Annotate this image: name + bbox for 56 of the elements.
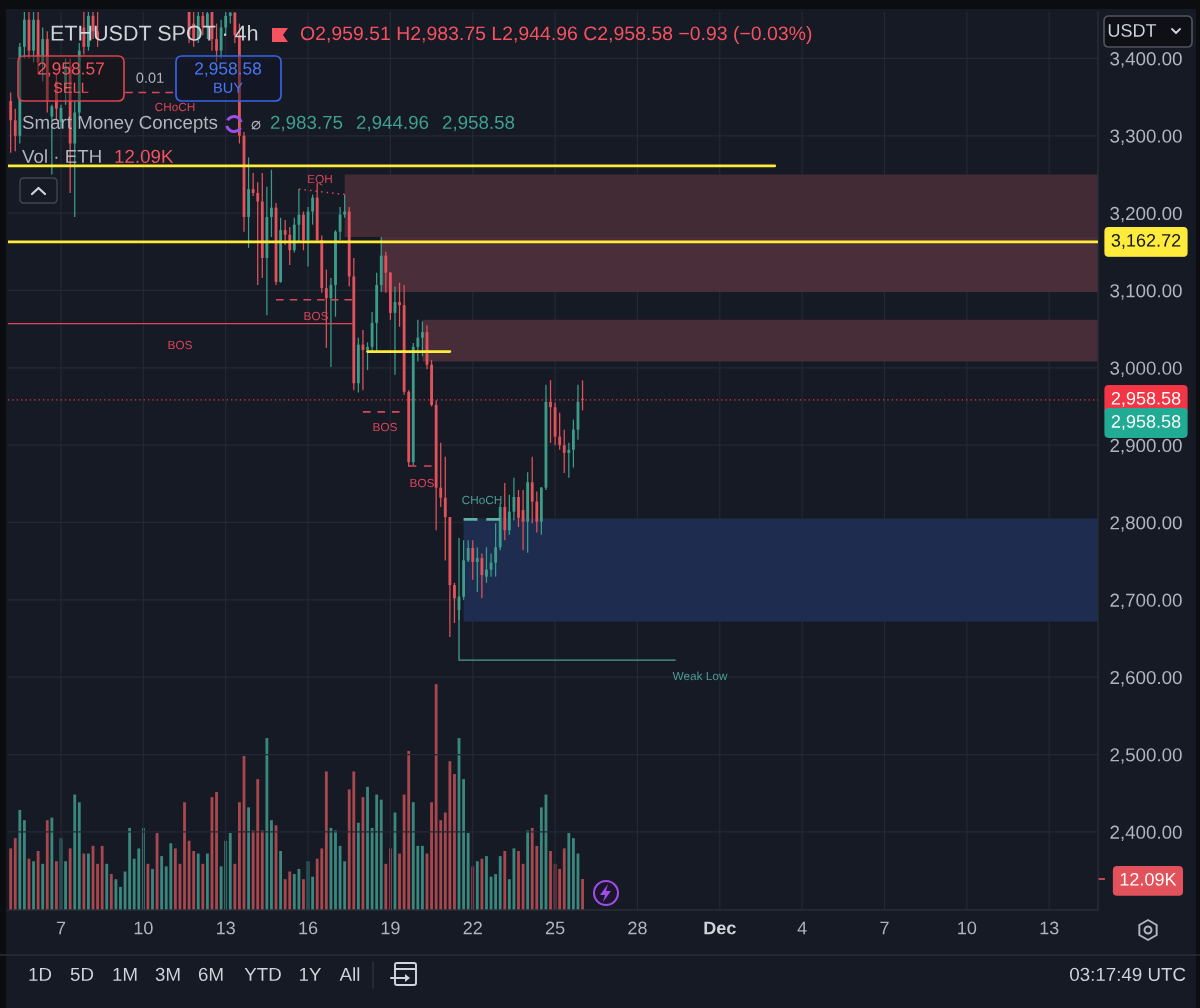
annotation: 2,983.75 [270, 115, 343, 132]
y-tick-label: 3,300.00 [1110, 129, 1182, 145]
text: USDT [1108, 24, 1157, 37]
text: 2,958.58 [1111, 415, 1181, 430]
x-tick-label: 10 [134, 921, 153, 935]
annotation: 2,958.57 [38, 62, 104, 77]
x-tick-label: 25 [545, 921, 565, 935]
y2-tick-label: 12.09K [1120, 872, 1177, 886]
y-tick-label: 2,400.00 [1110, 825, 1182, 842]
x-tick-label: 13 [1040, 921, 1059, 935]
annotation: CHoCH [155, 102, 195, 112]
annotation: BOS [168, 340, 192, 350]
x-tick-label: 28 [628, 921, 647, 935]
annotation: BOS [410, 478, 434, 488]
y-tick-label: 3,100.00 [1110, 284, 1182, 300]
annotation: Weak Low [672, 671, 728, 681]
x-tick-label: 7 [56, 921, 66, 935]
text: All [339, 967, 360, 981]
annotation: CHoCH [462, 495, 502, 505]
annotation: 2,958.58 [195, 62, 262, 77]
annotation: EQH [308, 174, 332, 186]
annotation: 2,944.96 [356, 115, 429, 132]
annotation: BOS [373, 422, 397, 432]
annotation: ⌀ [251, 120, 261, 130]
x-tick-label: 22 [463, 921, 482, 935]
y-tick-label: 2,800.00 [1110, 516, 1182, 532]
x-tick-label: 13 [217, 921, 235, 935]
annotation: 2,958.58 [442, 115, 515, 132]
x-tick-label: 7 [880, 921, 889, 935]
text: YTD [244, 967, 281, 981]
x-tick-label: 4 [797, 921, 807, 935]
y-tick-label: 2,900.00 [1110, 438, 1182, 455]
y-tick-label: 2,600.00 [1110, 670, 1182, 687]
y-tick-label: 2,500.00 [1110, 748, 1182, 764]
x-tick-label: 19 [381, 921, 400, 935]
text: 5D [70, 967, 94, 982]
y-tick-label: 3,400.00 [1110, 52, 1182, 68]
ref-line-label: 3,162.72 [1111, 234, 1181, 249]
y-tick-label: 3,000.00 [1110, 361, 1182, 377]
text: 1Y [299, 967, 322, 981]
x-tick-label: 16 [299, 921, 318, 935]
text: 6M [198, 967, 223, 982]
text: 1D [29, 967, 52, 981]
ref-line-label: 2,958.58 [1111, 391, 1181, 407]
annotation: 0.01 [136, 72, 164, 83]
y-tick-label: 2,700.00 [1110, 593, 1182, 610]
annotation: BUY [214, 82, 243, 93]
text: 03:17:49 UTC [1070, 967, 1186, 982]
x-tick-label: Dec [704, 921, 736, 935]
x-tick-label: 10 [958, 921, 977, 935]
text: 3M [155, 967, 180, 982]
y-tick-label: 3,200.00 [1110, 206, 1182, 223]
text: 1M [113, 967, 137, 981]
text: O2,959.51 H2,983.75 L2,944.96 C2,958.58 −0.93 (−0.03%) [300, 25, 812, 45]
annotation: 12.09K [115, 149, 174, 164]
annotation: SELL [53, 82, 89, 93]
